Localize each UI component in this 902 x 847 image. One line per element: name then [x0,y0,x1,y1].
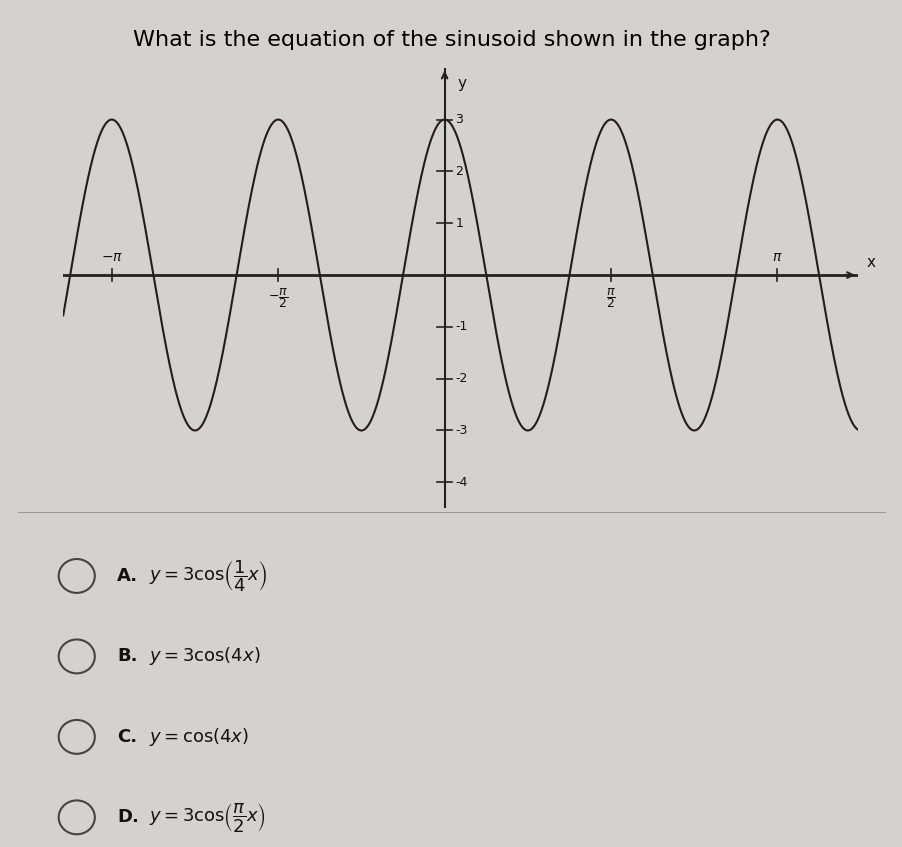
Text: A.: A. [117,567,138,585]
Text: -3: -3 [455,424,467,437]
Text: 3: 3 [455,113,463,126]
Text: x: x [865,255,874,270]
Text: C.: C. [117,728,137,746]
Text: $-\dfrac{\pi}{2}$: $-\dfrac{\pi}{2}$ [268,286,288,310]
Text: 1: 1 [455,217,463,230]
Text: $\pi$: $\pi$ [771,250,782,263]
Text: -2: -2 [455,372,467,385]
Text: $-\pi$: $-\pi$ [101,250,123,263]
Text: 2: 2 [455,165,463,178]
Text: D.: D. [117,808,139,827]
Text: $y = \cos(4x)$: $y = \cos(4x)$ [149,726,249,748]
Text: $\dfrac{\pi}{2}$: $\dfrac{\pi}{2}$ [605,286,615,310]
Text: $y = 3\cos(4x)$: $y = 3\cos(4x)$ [149,645,261,667]
Text: B.: B. [117,647,138,666]
Text: -4: -4 [455,476,467,489]
Text: -1: -1 [455,320,467,334]
Text: y: y [456,75,465,91]
Text: $y = 3\cos\!\left(\dfrac{1}{4}x\right)$: $y = 3\cos\!\left(\dfrac{1}{4}x\right)$ [149,558,268,594]
Text: $y = 3\cos\!\left(\dfrac{\pi}{2}x\right)$: $y = 3\cos\!\left(\dfrac{\pi}{2}x\right)… [149,801,266,833]
Text: What is the equation of the sinusoid shown in the graph?: What is the equation of the sinusoid sho… [133,30,769,50]
